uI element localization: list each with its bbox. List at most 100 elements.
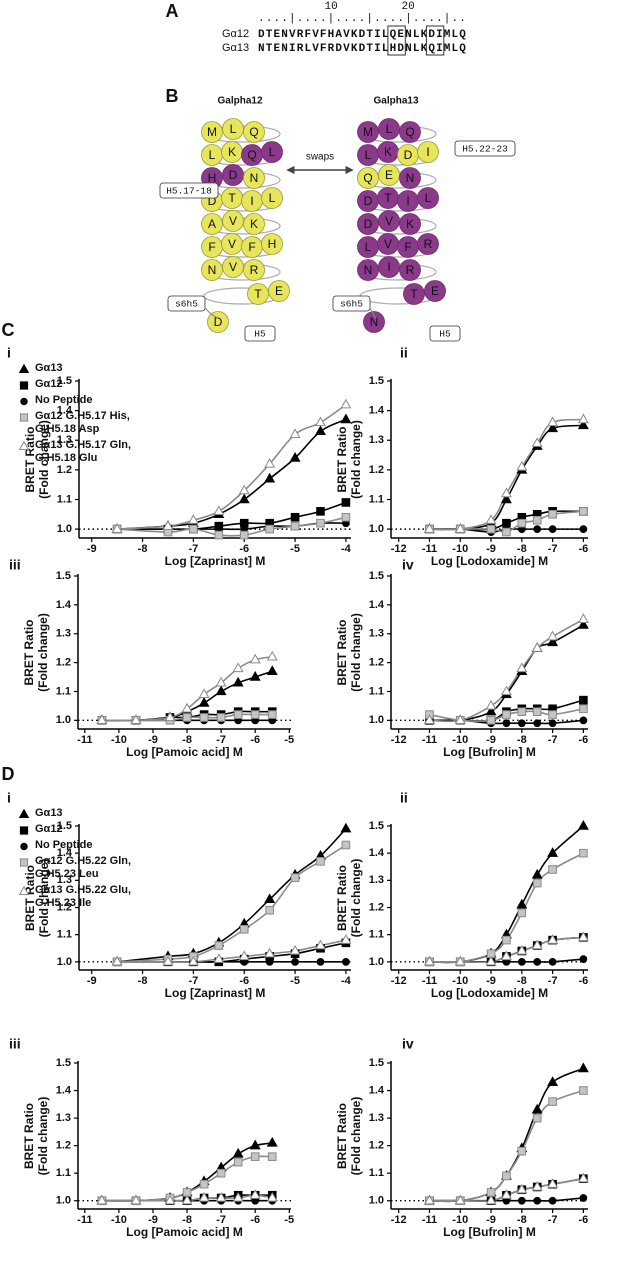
panel-label: B [166,86,179,106]
marker [486,524,496,534]
legend-marker [20,842,28,851]
y-tick-label: 1.4 [369,599,385,611]
marker [162,520,174,530]
residue-letter: N [250,171,259,185]
y-tick-label: 1.5 [56,1057,71,1069]
marker [579,1086,588,1095]
chart-label: i [7,790,11,806]
legend-label: No Peptide [35,839,93,851]
residue-letter: T [254,287,262,301]
marker [182,713,192,722]
marker [517,518,527,528]
legend-item: Gα13 [18,807,153,820]
marker [517,908,527,918]
y-tick-label: 1.2 [369,1140,384,1152]
marker [18,808,30,819]
marker [517,1146,527,1156]
residue [357,167,379,189]
x-tick-label: -10 [452,1214,468,1226]
residue [357,121,379,143]
residue-letter: I [406,194,409,208]
x-tick-label: -9 [486,543,496,555]
marker [577,419,589,430]
ruler-label: 10 [325,1,338,13]
marker [500,950,512,961]
residue-letter: N [406,171,415,185]
residue-letter: T [228,191,236,205]
residue-letter: K [228,145,236,159]
residue [261,187,283,209]
residue-letter: V [384,237,392,251]
legend-marker [20,397,28,406]
residue-letter: H [208,171,217,185]
marker [214,530,224,540]
y-axis-label: BRET Ratio [335,865,349,931]
y-tick-label: 1.4 [369,1084,385,1096]
x-tick-label: -7 [189,975,199,987]
marker [502,527,511,537]
marker [577,413,589,424]
x-axis-label: Log [Zaprinast] M [165,554,266,568]
y-tick-label: 1.3 [56,1112,71,1124]
marker [485,705,497,716]
x-tick-label: -8 [182,1214,192,1226]
y-tick-label: 1.4 [57,847,73,859]
ruler-label: 20 [402,1,415,13]
y-tick-label: 1.1 [369,685,384,697]
y-tick-label: 1.5 [369,1057,384,1069]
y-tick-label: 1.5 [369,375,384,387]
residue-letter: V [385,214,393,228]
marker [516,460,528,471]
legend-marker [19,413,29,422]
residue-letter: L [230,122,237,136]
marker [265,905,274,915]
residue-letter: R [406,263,415,277]
marker [232,1147,244,1158]
x-axis-label: Log [Bufrolin] M [443,745,536,759]
marker [500,493,512,504]
sequence-name: Gα12 [222,28,249,40]
marker [164,711,176,722]
residue-letter: L [386,122,393,136]
sequence-box [387,25,406,56]
marker [533,525,542,534]
residue [222,210,244,232]
y-axis-label: (Fold change) [349,420,363,499]
legend-item: No Peptide [18,394,153,407]
x-axis-label: Log [Zaprinast] M [165,986,266,1000]
marker [579,704,588,714]
marker [579,716,588,725]
residue-letter: D [214,315,223,329]
x-tick-label: -5 [284,734,294,746]
marker [315,416,326,427]
residue [243,167,265,189]
x-tick-label: -9 [486,1214,496,1226]
fit-curve [117,942,347,963]
y-axis-label: BRET Ratio [22,620,36,686]
x-tick-label: -7 [548,975,558,987]
y-tick-label: 1.4 [57,405,73,417]
legend-label: Gα13 [35,362,63,374]
x-axis-label: Log [Bufrolin] M [443,1225,536,1239]
x-tick-label: -6 [239,975,249,987]
marker [341,840,351,850]
x-tick-label: -4 [341,543,352,555]
legend-marker [18,808,30,819]
residue [378,118,400,140]
marker [233,710,243,719]
marker [19,413,29,422]
residue [399,259,421,281]
panel-label: C [2,320,15,340]
legend-item: No Peptide [18,839,153,852]
marker [265,957,274,966]
residue [403,283,425,305]
marker [19,826,29,835]
y-tick-label: 1.3 [57,434,72,446]
residue-letter: L [209,148,216,162]
marker [500,487,512,498]
x-tick-label: -6 [578,734,588,746]
y-axis-label: BRET Ratio [23,865,37,931]
residue [268,280,290,302]
marker [187,955,199,966]
marker [547,422,559,433]
